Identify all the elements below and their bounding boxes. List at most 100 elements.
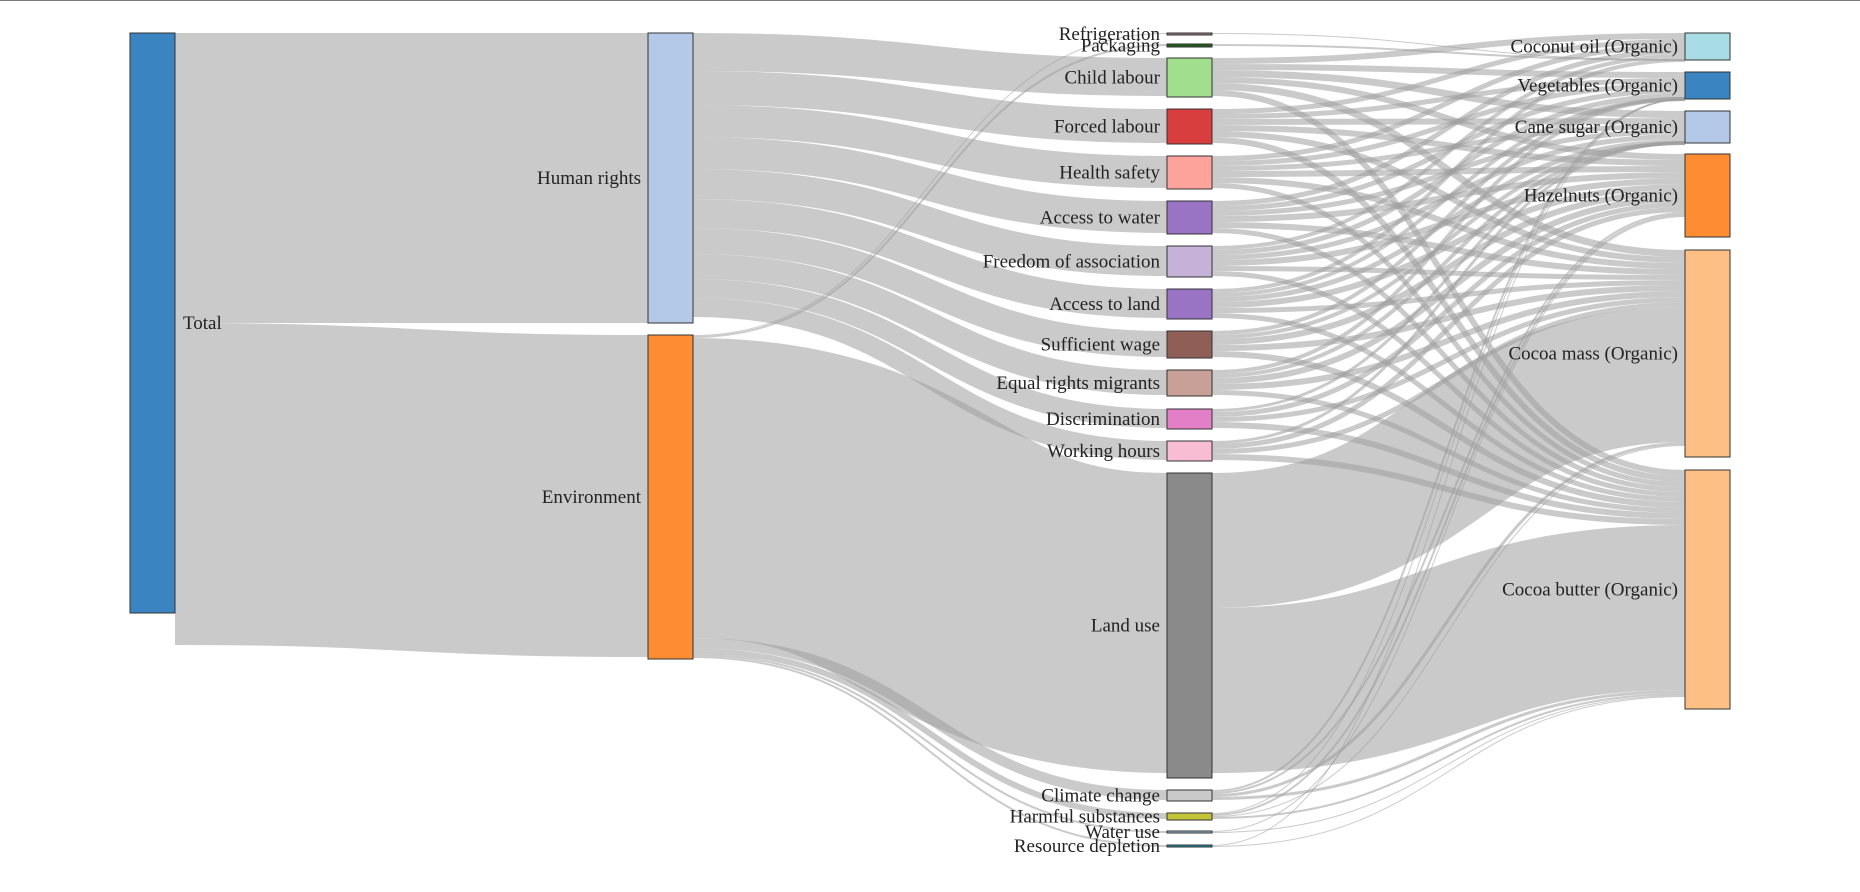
link-land_acc-to-cmass [1211, 280, 1686, 313]
link-climate-to-cbutter [1211, 690, 1686, 800]
node-child[interactable] [1166, 57, 1213, 98]
link-health-to-veg [1211, 83, 1686, 166]
link-land_acc-to-hazel [1211, 184, 1686, 308]
node-label-env: Environment [542, 487, 642, 508]
link-wateruse-to-cbutter [1211, 695, 1686, 833]
link-discrim-to-hazel [1211, 202, 1686, 417]
node-wage[interactable] [1166, 330, 1213, 359]
link-land_acc-to-coconut [1211, 58, 1686, 293]
node-sugar[interactable] [1684, 110, 1731, 144]
link-forced-to-coconut [1211, 39, 1686, 114]
link-env-to-wateruse [692, 654, 1168, 833]
node-forced[interactable] [1166, 108, 1213, 145]
node-freedom[interactable] [1166, 245, 1213, 278]
node-migrants[interactable] [1166, 369, 1213, 397]
node-label-hazel: Hazelnuts (Organic) [1524, 186, 1678, 207]
link-discrim-to-cmass [1211, 297, 1686, 422]
link-resource-to-cbutter [1211, 696, 1686, 847]
link-hr-to-discrim [692, 279, 1168, 428]
link-env-to-harmful [692, 648, 1168, 819]
node-env[interactable] [647, 334, 694, 660]
link-hours-to-sugar [1211, 141, 1686, 444]
node-label-cbutter: Cocoa butter (Organic) [1502, 580, 1678, 601]
link-env-to-resource [692, 656, 1168, 847]
link-hr-to-land_acc [692, 199, 1168, 318]
link-hours-to-hazel [1211, 207, 1686, 449]
node-resource[interactable] [1166, 844, 1213, 848]
node-label-freedom: Freedom of association [983, 252, 1161, 273]
link-wage-to-veg [1211, 97, 1686, 335]
link-env-to-refrig [692, 33, 1168, 336]
node-label-veg: Vegetables (Organic) [1517, 76, 1678, 97]
node-wateruse[interactable] [1166, 830, 1213, 834]
node-coconut[interactable] [1684, 32, 1731, 61]
link-land_acc-to-sugar [1211, 139, 1686, 302]
node-label-discrim: Discrimination [1046, 409, 1160, 430]
link-climate-to-hazel [1211, 212, 1686, 794]
link-child-to-coconut [1211, 33, 1686, 64]
node-label-landuse: Land use [1091, 616, 1160, 637]
link-pack-to-coconut [1211, 44, 1686, 61]
node-label-water: Access to water [1040, 208, 1161, 229]
node-label-coconut: Coconut oil (Organic) [1511, 37, 1678, 58]
link-forced-to-veg [1211, 78, 1686, 119]
node-water[interactable] [1166, 200, 1213, 235]
link-migrants-to-cmass [1211, 291, 1686, 390]
node-label-pack: Packaging [1081, 36, 1161, 57]
link-freedom-to-cmass [1211, 266, 1686, 280]
node-harmful[interactable] [1166, 812, 1213, 821]
node-label-wage: Sufficient wage [1041, 335, 1160, 356]
node-label-health: Health safety [1059, 163, 1160, 184]
node-climate[interactable] [1166, 789, 1213, 802]
node-cmass[interactable] [1684, 249, 1731, 458]
link-hr-to-health [692, 105, 1168, 188]
node-label-climate: Climate change [1041, 786, 1160, 807]
link-hr-to-freedom [692, 169, 1168, 276]
node-total[interactable] [129, 32, 176, 614]
link-harmful-to-cbutter [1211, 693, 1686, 819]
top-border [0, 0, 1860, 1]
node-landuse[interactable] [1166, 472, 1213, 779]
link-wage-to-cmass [1211, 285, 1686, 351]
node-hazel[interactable] [1684, 153, 1731, 238]
link-migrants-to-sugar [1211, 141, 1686, 378]
link-env-to-climate [692, 638, 1168, 800]
links-layer [174, 32, 1687, 847]
node-hours[interactable] [1166, 440, 1213, 462]
link-discrim-to-sugar [1211, 141, 1686, 412]
node-label-land_acc: Access to land [1049, 294, 1160, 315]
node-cbutter[interactable] [1684, 469, 1731, 710]
node-health[interactable] [1166, 155, 1213, 190]
link-env-to-landuse [690, 338, 1170, 773]
node-label-harmful: Harmful substances [1010, 807, 1160, 828]
node-land_acc[interactable] [1166, 288, 1213, 320]
link-climate-to-cmass [1211, 442, 1686, 797]
link-hr-to-forced [692, 71, 1168, 143]
link-health-to-coconut [1211, 44, 1686, 161]
node-refrig[interactable] [1166, 32, 1213, 36]
node-label-hours: Working hours [1047, 441, 1160, 462]
node-label-resource: Resource depletion [1014, 836, 1161, 857]
link-migrants-to-veg [1211, 97, 1686, 374]
node-pack[interactable] [1166, 43, 1213, 48]
link-resource-to-veg [1211, 98, 1686, 846]
node-label-wateruse: Water use [1085, 822, 1160, 843]
link-harmful-to-veg [1211, 98, 1686, 814]
node-label-hr: Human rights [537, 168, 641, 189]
node-label-refrig: Refrigeration [1059, 24, 1161, 45]
node-discrim[interactable] [1166, 408, 1213, 430]
link-harmful-to-cmass [1211, 445, 1686, 817]
link-forced-to-sugar [1211, 118, 1686, 125]
link-total-to-env [174, 323, 649, 657]
node-hr[interactable] [647, 32, 694, 324]
node-label-sugar: Cane sugar (Organic) [1515, 117, 1678, 138]
node-label-child: Child labour [1064, 68, 1160, 89]
link-wage-to-hazel [1211, 190, 1686, 345]
link-wateruse-to-hazel [1211, 216, 1686, 832]
nodes-layer [129, 32, 1731, 848]
node-label-total: Total [183, 313, 222, 334]
node-veg[interactable] [1684, 71, 1731, 100]
link-climate-to-veg [1211, 98, 1686, 792]
link-freedom-to-coconut [1211, 54, 1686, 250]
